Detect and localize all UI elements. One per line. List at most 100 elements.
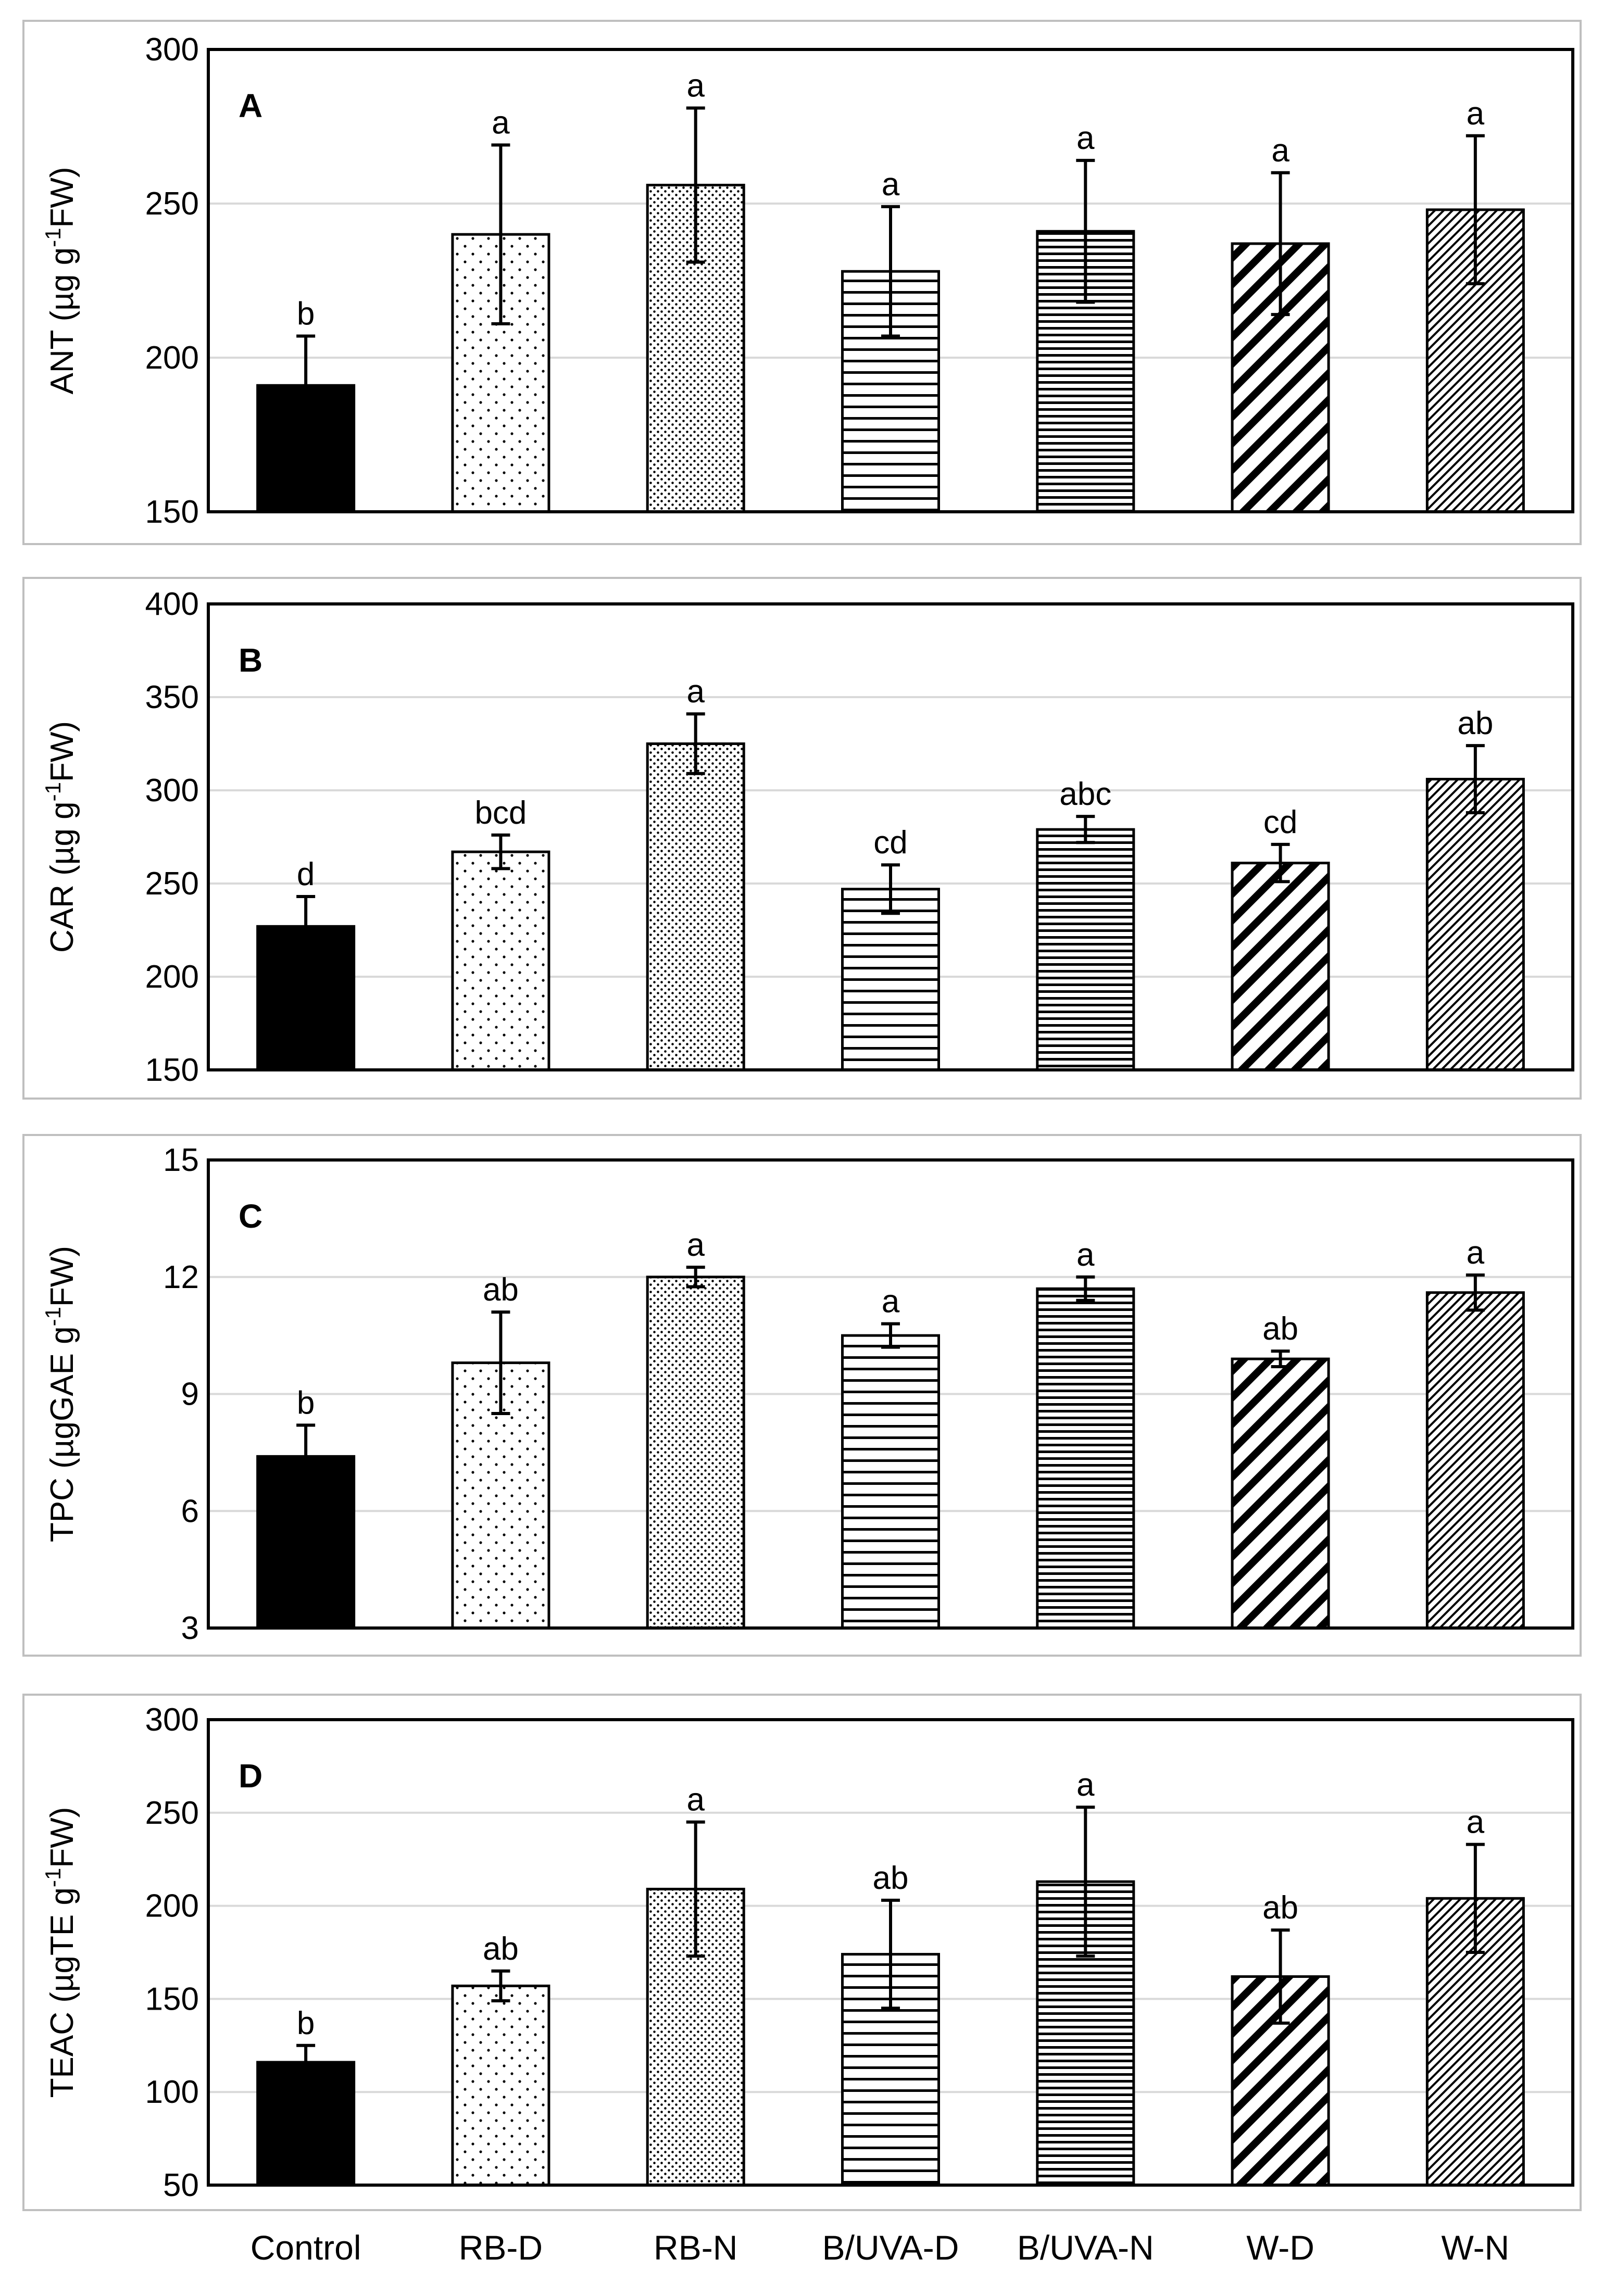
y-tick-label: 150 bbox=[145, 494, 199, 530]
chart-panel-d: 50 100 150 200 250 300 b ab a ab a ab a D TEAC (µgTE g… bbox=[22, 1694, 1582, 2211]
significance-letter: b bbox=[297, 2005, 315, 2041]
x-category-label: W-N bbox=[1441, 2228, 1509, 2267]
significance-letter: ab bbox=[1262, 1890, 1298, 1926]
y-tick-label: 9 bbox=[181, 1377, 199, 1412]
y-tick-label: 350 bbox=[145, 679, 199, 715]
error-bar bbox=[1076, 815, 1095, 844]
error-bar bbox=[881, 205, 900, 338]
significance-letter: b bbox=[297, 296, 315, 332]
significance-letter: ab bbox=[1457, 705, 1493, 741]
y-tick-label: 300 bbox=[145, 773, 199, 809]
y-tick-label: 250 bbox=[145, 866, 199, 902]
error-bar bbox=[881, 1322, 900, 1349]
y-tick-label: 200 bbox=[145, 959, 199, 995]
bar-rb-d bbox=[451, 1984, 550, 2187]
bar-b-uva-n bbox=[1036, 1287, 1135, 1630]
panel-frame bbox=[22, 577, 1582, 1100]
significance-letter: a bbox=[686, 674, 705, 710]
significance-letter: a bbox=[1076, 120, 1095, 156]
significance-letter: a bbox=[1467, 96, 1485, 132]
error-bar bbox=[686, 1266, 705, 1289]
plot-area-border bbox=[207, 48, 1574, 513]
panel-letter: A bbox=[239, 87, 262, 124]
error-bar bbox=[491, 1969, 510, 2002]
bar-b-uva-d bbox=[841, 1334, 940, 1630]
error-bar bbox=[686, 106, 705, 264]
panel-frame bbox=[22, 20, 1582, 545]
bar-b-uva-n bbox=[1036, 828, 1135, 1071]
error-bar bbox=[296, 334, 316, 436]
error-bar bbox=[881, 1898, 900, 2010]
bar-control bbox=[256, 2061, 356, 2187]
y-tick-label: 400 bbox=[145, 586, 199, 622]
panel-frame bbox=[22, 1694, 1582, 2211]
x-category-label: B/UVA-N bbox=[1017, 2228, 1154, 2267]
y-tick-label: 250 bbox=[145, 1795, 199, 1831]
significance-letter: a bbox=[1467, 1235, 1485, 1271]
panel-letter: D bbox=[239, 1757, 262, 1795]
significance-letter: a bbox=[1271, 133, 1289, 169]
error-bar bbox=[1076, 159, 1095, 304]
significance-letter: a bbox=[492, 105, 510, 141]
x-category-label: RB-D bbox=[459, 2228, 543, 2267]
significance-letter: a bbox=[686, 1227, 705, 1263]
significance-letter: a bbox=[686, 1782, 705, 1818]
x-category-label: Control bbox=[251, 2228, 361, 2267]
error-bar bbox=[296, 895, 316, 958]
bar-rb-n bbox=[646, 742, 745, 1071]
error-bar bbox=[1466, 744, 1485, 814]
y-tick-label: 3 bbox=[181, 1610, 199, 1646]
y-tick-label: 300 bbox=[145, 32, 199, 68]
significance-letter: bcd bbox=[474, 795, 527, 831]
significance-letter: a bbox=[686, 68, 705, 104]
error-bar bbox=[686, 712, 705, 775]
y-axis-label: ANT (µg g-1FW) bbox=[41, 167, 80, 394]
y-tick-label: 200 bbox=[145, 1888, 199, 1924]
plot-area-border bbox=[207, 1718, 1574, 2187]
plot-area-border bbox=[207, 1158, 1574, 1630]
bar-w-d bbox=[1231, 1357, 1330, 1630]
error-bar bbox=[1271, 1928, 1290, 2025]
significance-letter: ab bbox=[483, 1931, 519, 1967]
x-category-label: B/UVA-D bbox=[822, 2228, 959, 2267]
chart-panel-b: 150 200 250 300 350 400 d bcd a cd abc cd ab B CAR (µg… bbox=[22, 577, 1582, 1100]
error-bar bbox=[1466, 1843, 1485, 1954]
y-tick-label: 12 bbox=[163, 1259, 199, 1295]
significance-letter: a bbox=[1467, 1805, 1485, 1840]
panel-letter: B bbox=[239, 641, 262, 679]
error-bar bbox=[1076, 1806, 1095, 1958]
panel-frame bbox=[22, 1134, 1582, 1657]
error-bar bbox=[1076, 1275, 1095, 1302]
significance-letter: ab bbox=[483, 1272, 519, 1308]
significance-letter: a bbox=[1076, 1767, 1095, 1803]
y-axis-label: TEAC (µgTE g-1FW) bbox=[41, 1807, 80, 2098]
y-tick-label: 150 bbox=[145, 1981, 199, 2017]
bar-rb-d bbox=[451, 850, 550, 1071]
significance-letter: ab bbox=[1262, 1311, 1298, 1347]
error-bar bbox=[1466, 134, 1485, 285]
y-tick-label: 200 bbox=[145, 340, 199, 376]
error-bar bbox=[1271, 1349, 1290, 1369]
significance-letter: abc bbox=[1059, 776, 1111, 812]
x-category-label: W-D bbox=[1246, 2228, 1314, 2267]
error-bar bbox=[296, 1423, 316, 1490]
panel-letter: C bbox=[239, 1197, 262, 1235]
chart-panel-c: 3 6 9 12 15 b ab a a a ab a C TPC (µgGAE g-1FW) bbox=[22, 1134, 1582, 1657]
y-axis-label: TPC (µgGAE g-1FW) bbox=[41, 1246, 80, 1542]
bar-w-n bbox=[1425, 1291, 1525, 1630]
y-tick-label: 300 bbox=[145, 1702, 199, 1738]
y-tick-label: 15 bbox=[163, 1142, 199, 1178]
significance-letter: d bbox=[297, 856, 315, 892]
error-bar bbox=[296, 2043, 316, 2081]
significance-letter: cd bbox=[873, 825, 907, 861]
y-tick-label: 6 bbox=[181, 1493, 199, 1529]
significance-letter: a bbox=[1076, 1237, 1095, 1273]
chart-panel-a: 150 200 250 300 b a a a a a a A ANT (µg g-1FW) bbox=[22, 20, 1582, 545]
significance-letter: b bbox=[297, 1385, 315, 1421]
y-tick-label: 250 bbox=[145, 186, 199, 222]
plot-area-border bbox=[207, 602, 1574, 1071]
error-bar bbox=[1466, 1273, 1485, 1312]
significance-letter: a bbox=[882, 167, 900, 203]
bar-w-d bbox=[1231, 862, 1330, 1071]
